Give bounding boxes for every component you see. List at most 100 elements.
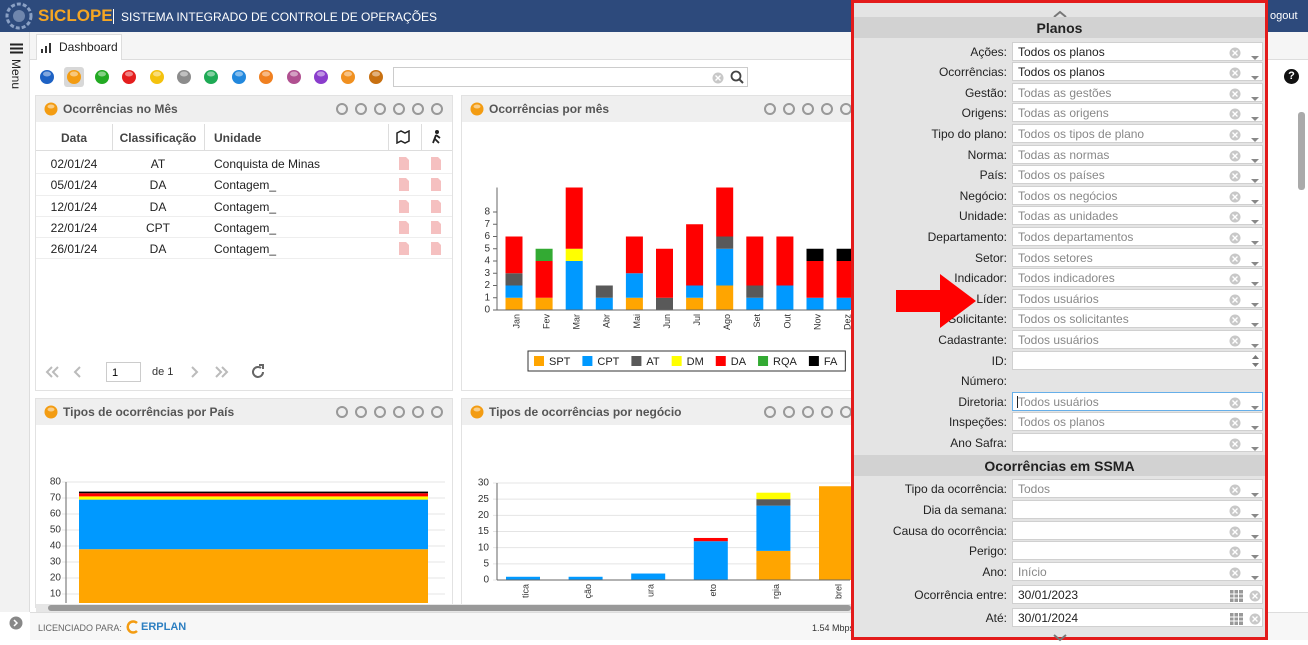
clear-icon	[1229, 396, 1241, 409]
logout[interactable]: ogout	[1270, 10, 1298, 22]
widget-tool-svg	[764, 406, 776, 418]
clear-icon-svg	[1229, 335, 1241, 347]
clear-icon-svg	[1229, 438, 1241, 450]
clear-icon	[1229, 416, 1241, 429]
caret-icon	[1250, 171, 1260, 184]
caret-icon-svg	[1251, 137, 1259, 142]
widget-tool-svg	[393, 406, 405, 418]
widget-tool	[782, 102, 796, 116]
caret-icon-svg	[1251, 493, 1259, 498]
clear-icon-svg	[1229, 314, 1241, 326]
clear-icon	[1229, 149, 1241, 161]
field-input[interactable]: Todos setores	[1012, 247, 1263, 267]
caret-icon	[1250, 212, 1260, 225]
table-cell: Conquista de Minas	[214, 157, 321, 171]
clear-icon-svg	[1229, 108, 1241, 120]
field-input[interactable]: Todos os negócios	[1012, 185, 1263, 205]
widget: Tipos de ocorrências por negócio	[461, 398, 881, 608]
field-input[interactable]	[1012, 520, 1263, 540]
help[interactable]: ?	[1284, 69, 1299, 84]
field-value: Todos usuários	[1018, 332, 1099, 347]
field-input[interactable]: Todos	[1012, 479, 1263, 499]
field-value: Todos usuários	[1018, 394, 1099, 409]
clear-icon	[1229, 313, 1241, 326]
section-title: Planos	[854, 17, 1265, 38]
field-input[interactable]: Todos usuários	[1012, 391, 1263, 411]
widget-tool	[430, 102, 444, 116]
field-input[interactable]	[1012, 541, 1263, 561]
field-label: Departamento:	[927, 229, 1007, 244]
field-input[interactable]: Todos usuários	[1012, 288, 1263, 308]
widget-header: Tipos de ocorrências por País	[36, 399, 452, 425]
field-input[interactable]: Todos usuários	[1012, 329, 1263, 349]
menu-label[interactable]: Menu	[9, 59, 23, 90]
field-input[interactable]	[1012, 500, 1263, 519]
pdf-icon	[431, 199, 441, 213]
table-cell: DA	[149, 178, 167, 193]
widget-tool-svg	[821, 406, 833, 418]
field-label: Cadastrante:	[938, 332, 1007, 347]
clear-icon	[1229, 128, 1241, 141]
search-icon	[730, 70, 744, 84]
field-input[interactable]: 30/01/2024	[1012, 608, 1263, 627]
widget-header: Ocorrências no Mês	[36, 96, 452, 122]
widget-dot	[44, 102, 58, 116]
page-input[interactable]: 1	[106, 362, 141, 382]
clear-icon	[1229, 66, 1241, 79]
clear-icon-svg	[1229, 397, 1241, 409]
field-input[interactable]: Todos indicadores	[1012, 268, 1263, 288]
field-input[interactable]	[1012, 432, 1263, 452]
field-input[interactable]: 30/01/2023	[1012, 584, 1263, 604]
filter-dot	[258, 69, 274, 85]
field-label: Ocorrência entre:	[914, 587, 1007, 602]
field-input[interactable]: Todos os planos	[1012, 412, 1263, 432]
pdf-icon	[399, 220, 409, 234]
field-input[interactable]	[1012, 350, 1263, 370]
field-label: ID:	[991, 353, 1007, 368]
widget-tool	[373, 102, 387, 116]
clear-icon-svg	[1229, 67, 1241, 79]
field-input[interactable]: Todos os solicitantes	[1012, 309, 1263, 329]
widget-tool-svg	[336, 406, 348, 418]
field-input[interactable]: Todos os planos	[1012, 41, 1263, 61]
pdf-icon	[399, 199, 409, 213]
field-value: Todos os negócios	[1018, 188, 1118, 203]
search-icon-svg	[730, 70, 744, 84]
widget-tool	[411, 405, 425, 419]
field-input[interactable]: Todas as gestões	[1012, 82, 1263, 102]
table-row[interactable]: 12/01/24 DA Contagem_	[36, 196, 452, 217]
widget-tool-svg	[431, 406, 443, 418]
caret-icon-svg	[1251, 261, 1259, 266]
widget-tool	[354, 405, 368, 419]
clear-icon-svg	[1249, 613, 1261, 625]
separator	[113, 9, 114, 24]
page-next	[190, 365, 200, 379]
field-input[interactable]: Todos os países	[1012, 165, 1263, 185]
v-scroll-thumb	[1298, 112, 1305, 190]
pdf-icon-svg	[399, 199, 409, 213]
field-label: Indicador:	[954, 271, 1007, 286]
widget-tool	[782, 405, 796, 419]
field-input[interactable]: Início	[1012, 561, 1263, 581]
clear-icon-svg	[1229, 567, 1241, 579]
person-icon-svg	[432, 130, 441, 144]
field-label: Perigo:	[968, 544, 1007, 559]
clear-icon	[1249, 589, 1261, 602]
table-row[interactable]: 26/01/24 DA Contagem_	[36, 238, 452, 260]
field-input[interactable]: Todas as unidades	[1012, 206, 1263, 226]
field-input[interactable]: Todos os tipos de plano	[1012, 123, 1263, 143]
field-label: Número:	[960, 374, 1007, 389]
tab[interactable]: Dashboard	[36, 34, 122, 60]
table-row[interactable]: 22/01/24 CPT Contagem_	[36, 217, 452, 239]
widget-tool	[354, 102, 368, 116]
clear-icon	[1229, 545, 1241, 558]
panel-up-svg	[1053, 10, 1067, 18]
field-input[interactable]: Todas as normas	[1012, 144, 1263, 164]
field-input[interactable]: Todos departamentos	[1012, 226, 1263, 246]
field-input[interactable]: Todas as origens	[1012, 103, 1263, 123]
search-box[interactable]	[393, 67, 748, 87]
table-row[interactable]: 02/01/24 AT Conquista de Minas	[36, 153, 452, 175]
table-row[interactable]: 05/01/24 DA Contagem_	[36, 174, 452, 196]
field-input[interactable]: Todos os planos	[1012, 62, 1263, 82]
clear-icon-svg	[1229, 484, 1241, 496]
